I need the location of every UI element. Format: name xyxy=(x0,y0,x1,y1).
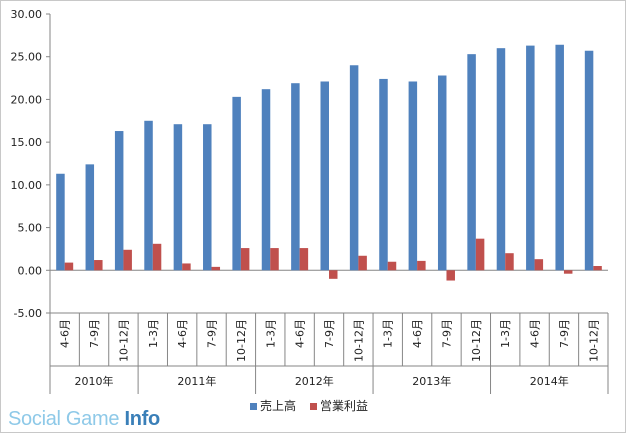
bar-sales xyxy=(349,65,359,271)
bar-operating-profit xyxy=(182,263,191,271)
bar-sales xyxy=(496,48,506,271)
bar-operating-profit xyxy=(152,243,162,271)
watermark-text-part1: Social Game xyxy=(8,408,125,430)
bar-operating-profit xyxy=(299,248,309,271)
legend-swatch xyxy=(310,403,317,410)
x-category-label: 4-6月 xyxy=(529,319,542,348)
bar-operating-profit xyxy=(270,248,279,271)
bar-sales xyxy=(261,89,271,271)
bar-sales xyxy=(173,124,183,271)
watermark-text-part2: Info xyxy=(124,408,160,430)
bars-group xyxy=(56,44,602,281)
x-category-label: 10-12月 xyxy=(352,319,365,362)
bar-operating-profit xyxy=(240,248,250,271)
bar-operating-profit xyxy=(329,270,338,279)
bar-operating-profit xyxy=(358,255,367,271)
bar-operating-profit xyxy=(534,259,544,271)
bar-sales xyxy=(437,75,447,271)
bar-sales xyxy=(56,173,65,271)
y-tick-label: 30.00 xyxy=(11,8,43,21)
bar-sales xyxy=(114,131,124,271)
x-category-label: 7-9月 xyxy=(323,319,336,348)
bar-sales xyxy=(526,45,535,271)
x-category-label: 4-6月 xyxy=(294,319,307,348)
x-category-label: 10-12月 xyxy=(470,319,483,362)
x-category-label: 1-3月 xyxy=(264,319,277,348)
x-category-label: 7-9月 xyxy=(440,319,453,348)
bar-sales xyxy=(379,78,388,271)
x-category-label: 10-12月 xyxy=(235,319,248,362)
x-category-label: 4-6月 xyxy=(176,319,189,348)
bar-sales xyxy=(232,96,241,271)
x-year-label: 2011年 xyxy=(177,374,216,388)
y-tick-label: 25.00 xyxy=(11,51,43,64)
bar-operating-profit xyxy=(123,249,132,271)
y-tick-label: 5.00 xyxy=(18,222,43,235)
bar-operating-profit xyxy=(446,270,455,281)
x-category-label: 1-3月 xyxy=(382,319,395,348)
x-category-label: 7-9月 xyxy=(558,319,571,348)
watermark-logo: Social Game Info xyxy=(8,408,160,431)
bar-operating-profit xyxy=(475,238,485,271)
bar-sales xyxy=(320,81,329,271)
x-year-label: 2013年 xyxy=(412,374,451,388)
legend-label: 営業利益 xyxy=(320,399,368,413)
y-tick-label: -5.00 xyxy=(14,307,42,320)
x-category-label: 1-3月 xyxy=(499,319,512,348)
bar-operating-profit xyxy=(563,270,573,274)
bar-operating-profit xyxy=(94,260,103,271)
x-year-label: 2012年 xyxy=(295,374,334,388)
bar-sales xyxy=(85,164,95,271)
x-category-label: 4-6月 xyxy=(59,319,72,348)
x-category-label: 10-12月 xyxy=(587,319,600,362)
x-category-label: 1-3月 xyxy=(147,319,160,348)
x-category-label: 10-12月 xyxy=(117,319,130,362)
bar-sales xyxy=(467,54,476,271)
x-category-label: 7-9月 xyxy=(88,319,101,348)
x-year-label: 2010年 xyxy=(75,374,114,388)
x-category-label: 4-6月 xyxy=(411,319,424,348)
bar-operating-profit xyxy=(387,261,397,271)
bar-operating-profit xyxy=(417,260,426,271)
y-tick-label: 15.00 xyxy=(11,136,43,149)
x-category-label: 7-9月 xyxy=(206,319,219,348)
bar-sales xyxy=(584,50,594,271)
bar-sales xyxy=(291,83,300,271)
legend-label: 売上高 xyxy=(260,398,296,413)
x-year-label: 2014年 xyxy=(530,374,569,388)
bar-operating-profit xyxy=(505,253,514,271)
y-tick-label: 10.00 xyxy=(11,179,43,192)
bar-sales xyxy=(408,81,418,271)
y-tick-label: 0.00 xyxy=(18,264,43,277)
legend: 売上高 営業利益 xyxy=(250,398,368,413)
y-tick-label: 20.00 xyxy=(11,93,43,106)
bar-operating-profit xyxy=(64,262,74,271)
bar-operating-profit xyxy=(211,266,221,271)
bar-sales xyxy=(203,124,212,271)
bar-sales xyxy=(144,120,153,271)
bar-operating-profit xyxy=(593,266,602,271)
bar-sales xyxy=(555,44,564,271)
legend-swatch xyxy=(250,403,257,410)
labels-group: -5.00 0.00 5.00 10.00 15.00 20.00 25.00 30.00 4-… xyxy=(11,8,601,388)
